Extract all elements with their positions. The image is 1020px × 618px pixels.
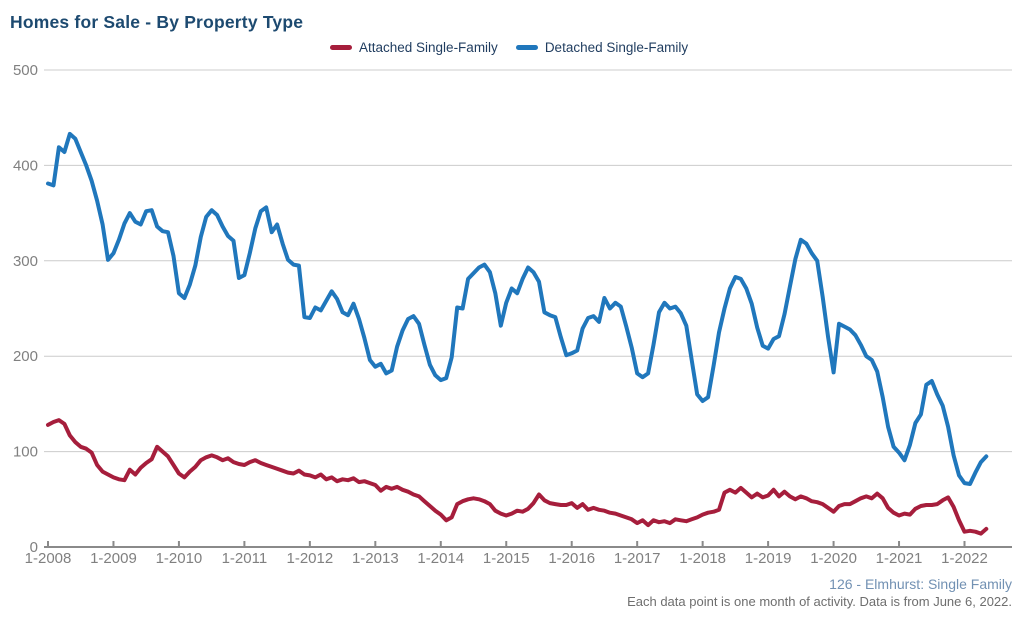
x-axis-tick-label: 1-2012	[286, 550, 333, 567]
x-axis-tick-label: 1-2011	[222, 550, 268, 567]
attached-series-swatch-icon	[330, 45, 352, 50]
footer-source-label: 126 - Elmhurst: Single Family	[829, 576, 1012, 592]
y-axis-tick-label: 300	[13, 253, 38, 270]
x-axis-tick-label: 1-2015	[483, 550, 530, 567]
x-axis-tick-label: 1-2010	[156, 550, 203, 567]
chart-title: Homes for Sale - By Property Type	[10, 12, 304, 32]
x-axis-tick-label: 1-2019	[745, 550, 792, 567]
x-axis-tick-label: 1-2022	[941, 550, 988, 567]
x-axis-tick-label: 1-2020	[810, 550, 857, 567]
attached-series-line[interactable]	[46, 418, 989, 536]
x-axis-tick-label: 1-2018	[679, 550, 726, 567]
x-axis-tick-label: 1-2021	[876, 550, 923, 567]
y-axis-tick-label: 500	[13, 62, 38, 79]
legend-item-detached[interactable]: Detached Single-Family	[515, 40, 689, 55]
x-axis-tick-label: 1-2008	[25, 550, 72, 567]
y-axis-tick-label: 0	[30, 539, 38, 556]
detached-series-line[interactable]	[46, 131, 989, 486]
x-axis-tick-label: 1-2009	[90, 550, 137, 567]
legend-label-detached: Detached Single-Family	[544, 40, 689, 55]
footer-note-label: Each data point is one month of activity…	[627, 594, 1012, 609]
x-axis-tick-label: 1-2017	[614, 550, 661, 567]
x-axis-tick-label: 1-2013	[352, 550, 399, 567]
legend-item-attached[interactable]: Attached Single-Family	[330, 40, 498, 55]
y-axis-tick-label: 400	[13, 157, 38, 174]
x-axis-tick-label: 1-2016	[548, 550, 595, 567]
legend: Attached Single-Family Detached Single-F…	[330, 40, 688, 55]
y-axis-tick-label: 200	[13, 348, 38, 365]
detached-series-swatch-icon	[515, 45, 538, 50]
x-axis-tick-label: 1-2014	[417, 550, 464, 567]
legend-label-attached: Attached Single-Family	[359, 40, 498, 55]
y-axis-tick-label: 100	[13, 444, 38, 461]
